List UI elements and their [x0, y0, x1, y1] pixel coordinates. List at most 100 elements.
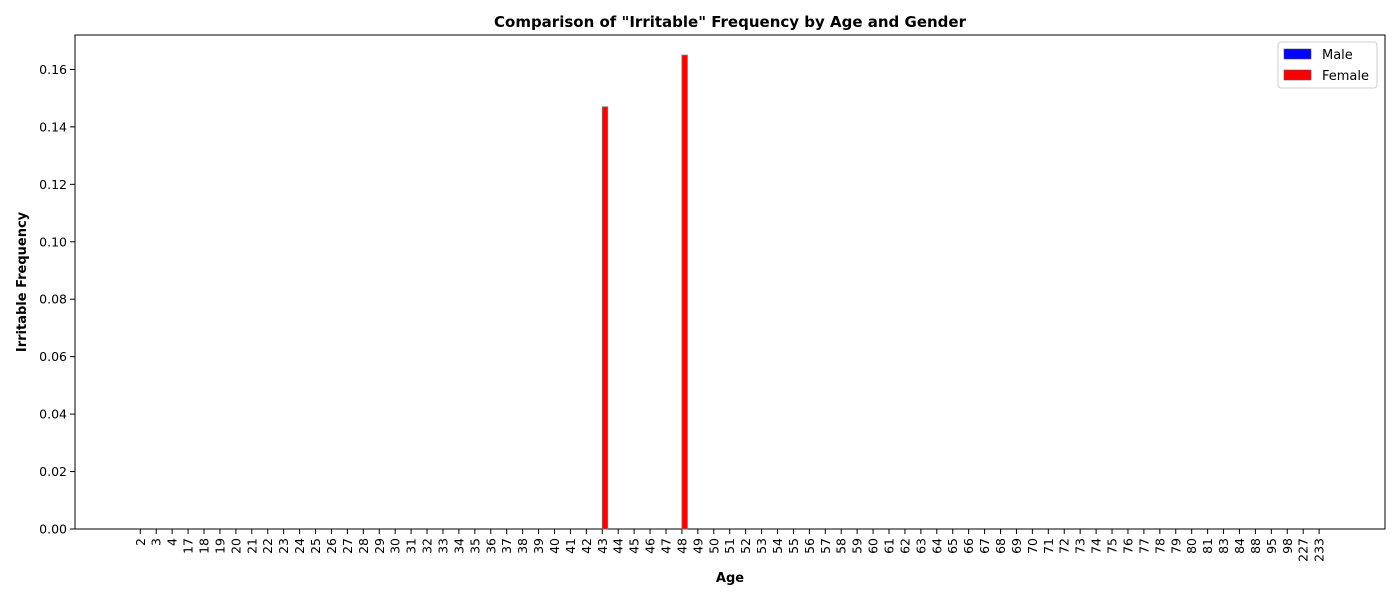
x-tick-label: 19 [212, 538, 227, 554]
y-tick-label: 0.02 [39, 464, 67, 479]
x-axis-label: Age [716, 571, 744, 586]
y-tick-label: 0.10 [39, 234, 67, 249]
x-tick-label: 21 [244, 538, 259, 554]
x-tick-label: 38 [515, 538, 530, 554]
x-tick-label: 75 [1105, 538, 1120, 554]
x-tick-label: 3 [149, 538, 164, 546]
legend: Male Female [1277, 41, 1378, 89]
x-tick-label: 61 [882, 538, 897, 554]
x-tick-label: 60 [866, 538, 881, 554]
x-tick-label: 51 [722, 538, 737, 554]
x-tick-label: 79 [1168, 538, 1183, 554]
y-tick-label: 0.08 [39, 292, 67, 307]
x-tick-label: 29 [372, 538, 387, 554]
x-tick-label: 54 [770, 538, 785, 554]
x-tick-label: 53 [754, 538, 769, 554]
x-tick-label: 58 [834, 538, 849, 554]
x-tick-label: 49 [690, 538, 705, 554]
x-tick-label: 98 [1280, 538, 1295, 554]
x-tick-label: 47 [658, 538, 673, 554]
x-tick-label: 95 [1264, 538, 1279, 554]
y-tick-label: 0.12 [39, 177, 67, 192]
x-tick-label: 88 [1248, 538, 1263, 554]
x-tick-label: 30 [388, 538, 403, 554]
x-tick-label: 4 [165, 538, 180, 546]
x-tick-label: 62 [897, 538, 912, 554]
x-tick-label: 74 [1089, 538, 1104, 554]
x-tick-label: 57 [818, 538, 833, 554]
x-tick-label: 66 [961, 538, 976, 554]
x-tick-label: 73 [1073, 538, 1088, 554]
x-axis: 2 3 4 17 18 19 20 21 22 23 24 25 26 27 28 29 30 31 32 33 34 3… [133, 529, 1327, 562]
y-tick-label: 0.04 [39, 407, 67, 422]
x-tick-label: 23 [276, 538, 291, 554]
x-tick-label: 56 [802, 538, 817, 554]
x-tick-label: 64 [929, 538, 944, 554]
x-tick-label: 17 [181, 538, 196, 554]
x-tick-label: 52 [738, 538, 753, 554]
x-tick-label: 55 [786, 538, 801, 554]
x-tick-label: 36 [483, 538, 498, 554]
x-tick-label: 80 [1184, 538, 1199, 554]
x-tick-label: 25 [308, 538, 323, 554]
x-tick-label: 18 [197, 538, 212, 554]
x-tick-label: 33 [435, 538, 450, 554]
x-tick-label: 69 [1009, 538, 1024, 554]
x-tick-label: 63 [913, 538, 928, 554]
bar-female-age-48 [681, 54, 688, 530]
x-tick-label: 68 [993, 538, 1008, 554]
chart-title: Comparison of "Irritable" Frequency by A… [494, 13, 967, 31]
x-tick-label: 45 [627, 538, 642, 554]
legend-label-female: Female [1322, 69, 1369, 84]
x-tick-label: 40 [547, 538, 562, 554]
x-tick-label: 24 [292, 538, 307, 554]
x-tick-label: 83 [1216, 538, 1231, 554]
x-tick-label: 42 [579, 538, 594, 554]
x-tick-label: 50 [706, 538, 721, 554]
x-tick-label: 43 [595, 538, 610, 554]
plot-frame [74, 34, 1386, 530]
x-tick-label: 71 [1041, 538, 1056, 554]
x-tick-label: 59 [850, 538, 865, 554]
y-axis-label: Irritable Frequency [15, 211, 30, 352]
x-tick-label: 41 [563, 538, 578, 554]
x-tick-label: 72 [1057, 538, 1072, 554]
x-tick-label: 233 [1312, 538, 1327, 562]
x-tick-label: 35 [467, 538, 482, 554]
x-tick-label: 77 [1136, 538, 1151, 554]
x-tick-label: 26 [324, 538, 339, 554]
x-tick-label: 37 [499, 538, 514, 554]
x-tick-label: 39 [531, 538, 546, 554]
y-tick-label: 0.06 [39, 349, 67, 364]
bar-female-age-43 [601, 106, 609, 530]
y-tick-label: 0.16 [39, 62, 67, 77]
x-tick-label: 67 [977, 538, 992, 554]
x-tick-label: 31 [404, 538, 419, 554]
x-tick-label: 2 [133, 538, 148, 546]
x-tick-label: 27 [340, 538, 355, 554]
x-tick-label: 34 [451, 538, 466, 554]
x-tick-label: 46 [643, 538, 658, 554]
x-tick-label: 70 [1025, 538, 1040, 554]
x-tick-label: 22 [260, 538, 275, 554]
legend-label-male: Male [1322, 48, 1353, 63]
x-tick-label: 78 [1152, 538, 1167, 554]
x-tick-label: 81 [1200, 538, 1215, 554]
x-tick-label: 65 [945, 538, 960, 554]
x-tick-label: 20 [228, 538, 243, 554]
bars [601, 54, 688, 530]
legend-swatch-female [1283, 69, 1312, 81]
x-tick-label: 76 [1120, 538, 1135, 554]
x-tick-label: 227 [1296, 538, 1311, 562]
legend-swatch-male [1283, 48, 1312, 60]
y-tick-label: 0.14 [39, 119, 67, 134]
x-tick-label: 28 [356, 538, 371, 554]
x-tick-label: 48 [674, 538, 689, 554]
y-axis: 0.00 0.02 0.04 0.06 0.08 0.10 0.12 0.14 0.16 [39, 62, 75, 537]
x-tick-label: 44 [611, 538, 626, 554]
y-tick-label: 0.00 [39, 522, 67, 537]
x-tick-label: 84 [1232, 538, 1247, 554]
x-tick-label: 32 [420, 538, 435, 554]
